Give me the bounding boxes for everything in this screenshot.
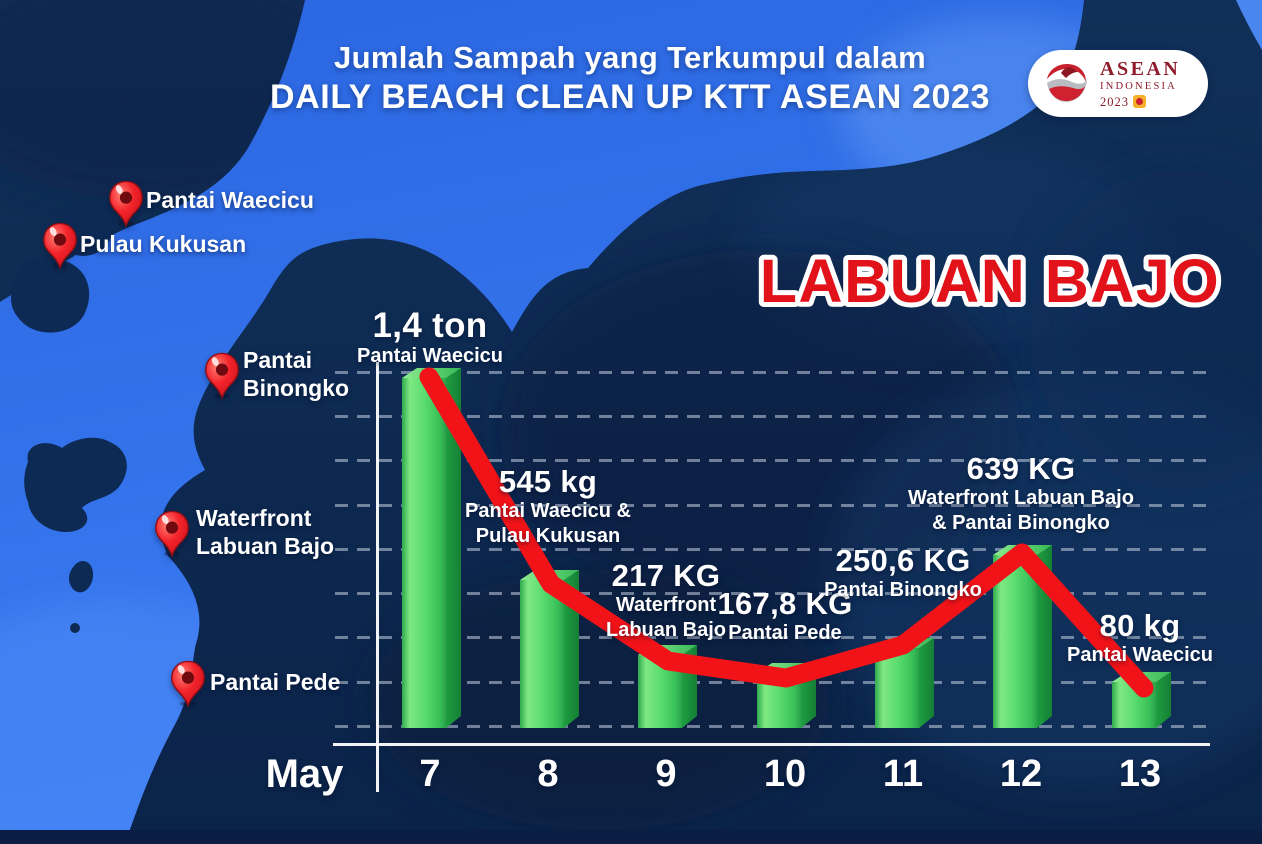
point-value: 250,6 KG: [835, 542, 971, 578]
point-label-may-12: 639 KG Waterfront Labuan Bajo & Pantai Bin…: [876, 451, 1166, 535]
x-tick-9: 9: [655, 753, 677, 795]
point-location-line: & Pantai Binongko: [932, 511, 1110, 534]
asean-emblem-icon: [1133, 95, 1146, 109]
logo-asean-label: ASEAN: [1100, 57, 1181, 80]
gridline-1: [335, 415, 1207, 418]
point-label-may-8: 545 kg Pantai Waecicu & Pulau Kukusan: [403, 464, 693, 548]
x-axis-month-label: May: [265, 752, 344, 796]
islet-teardrop: [68, 561, 94, 593]
asean-2023-logo: ASEAN INDONESIA 2023: [1028, 50, 1208, 117]
point-location-line: Pantai Pede: [728, 621, 842, 644]
pin-label-0: Pantai Waecicu: [146, 187, 314, 215]
point-location-line: Pantai Waecicu: [357, 344, 503, 367]
x-tick-8: 8: [537, 753, 559, 795]
x-axis-line: [333, 743, 1210, 746]
sea-corner: [1236, 0, 1262, 50]
island-kukusan: [11, 257, 90, 333]
point-label-may-13: 80 kg Pantai Waecicu: [995, 607, 1262, 667]
point-label-may-11: 250,6 KG Pantai Binongko: [758, 542, 1048, 602]
logo-text: ASEAN INDONESIA 2023: [1100, 59, 1180, 109]
point-label-may-9: 217 KG Waterfront Labuan Bajo: [521, 558, 811, 642]
y-axis-line: [376, 362, 379, 792]
islet-dot: [70, 623, 80, 633]
point-label-may-10: 167,8 KG Pantai Pede: [640, 585, 930, 645]
point-location-line: Pulau Kukusan: [475, 524, 621, 547]
map-pin-icon-3: [155, 510, 189, 558]
point-label-may-7: 1,4 ton Pantai Waecicu: [285, 305, 575, 368]
pin-label-line: Pantai Pede: [210, 669, 341, 695]
gridline-0: [335, 371, 1207, 374]
islands: [11, 203, 127, 633]
point-location-line: Pantai Waecicu &: [465, 500, 631, 523]
point-value: 80 kg: [1099, 607, 1181, 643]
x-tick-13: 13: [1118, 753, 1162, 795]
point-value: 1,4 ton: [372, 305, 488, 345]
asean-swirl-icon: [1047, 63, 1087, 102]
point-location-line: Labuan Bajo: [605, 618, 726, 641]
x-tick-10: 10: [763, 753, 807, 795]
map-pin-icon-4: [171, 660, 205, 708]
point-value: 545 kg: [498, 464, 598, 500]
pin-label-3: Waterfront Labuan Bajo: [196, 505, 334, 560]
logo-year-label: 2023: [1100, 94, 1129, 109]
map-pin-icon-0: [109, 180, 143, 228]
map-pin-icon-1: [43, 222, 77, 270]
point-location-line: Pantai Waecicu: [1067, 643, 1213, 666]
gridline-7: [335, 681, 1207, 684]
region-label: LABUAN BAJO: [755, 242, 1224, 320]
logo-indonesia-label: INDONESIA: [1100, 80, 1177, 92]
pin-label-line: Labuan Bajo: [196, 532, 335, 559]
x-tick-12: 12: [999, 753, 1043, 795]
point-value: 167,8 KG: [717, 585, 853, 621]
pin-label-line: Waterfront: [196, 505, 312, 531]
sea: [0, 0, 1084, 844]
gridline-8: [335, 725, 1207, 728]
pin-label-line: Pantai Waecicu: [146, 187, 314, 213]
pin-label-line: Pantai: [243, 347, 313, 373]
x-tick-7: 7: [419, 753, 441, 795]
pin-label-2: Pantai Binongko: [243, 347, 349, 402]
pin-label-line: Binongko: [243, 374, 350, 401]
point-location-line: Pantai Binongko: [824, 578, 982, 601]
point-value: 639 KG: [966, 451, 1076, 487]
x-tick-11: 11: [882, 753, 924, 795]
pin-label-1: Pulau Kukusan: [80, 231, 246, 259]
title-line-1: Jumlah Sampah yang Terkumpul dalam: [334, 40, 926, 75]
pin-label-4: Pantai Pede: [210, 669, 340, 697]
point-location-line: Waterfront: [615, 594, 717, 617]
title-line-2: DAILY BEACH CLEAN UP KTT ASEAN 2023: [269, 77, 991, 116]
point-value: 217 KG: [611, 558, 721, 594]
map-pin-icon-2: [205, 352, 239, 400]
pin-label-line: Pulau Kukusan: [80, 231, 247, 257]
point-location-line: Waterfront Labuan Bajo: [908, 487, 1134, 510]
page-title: Jumlah Sampah yang Terkumpul dalam DAILY…: [230, 40, 1030, 117]
island-south: [24, 437, 127, 532]
bottom-band: [0, 830, 1262, 844]
region-label-text: LABUAN BAJO: [760, 247, 1220, 315]
